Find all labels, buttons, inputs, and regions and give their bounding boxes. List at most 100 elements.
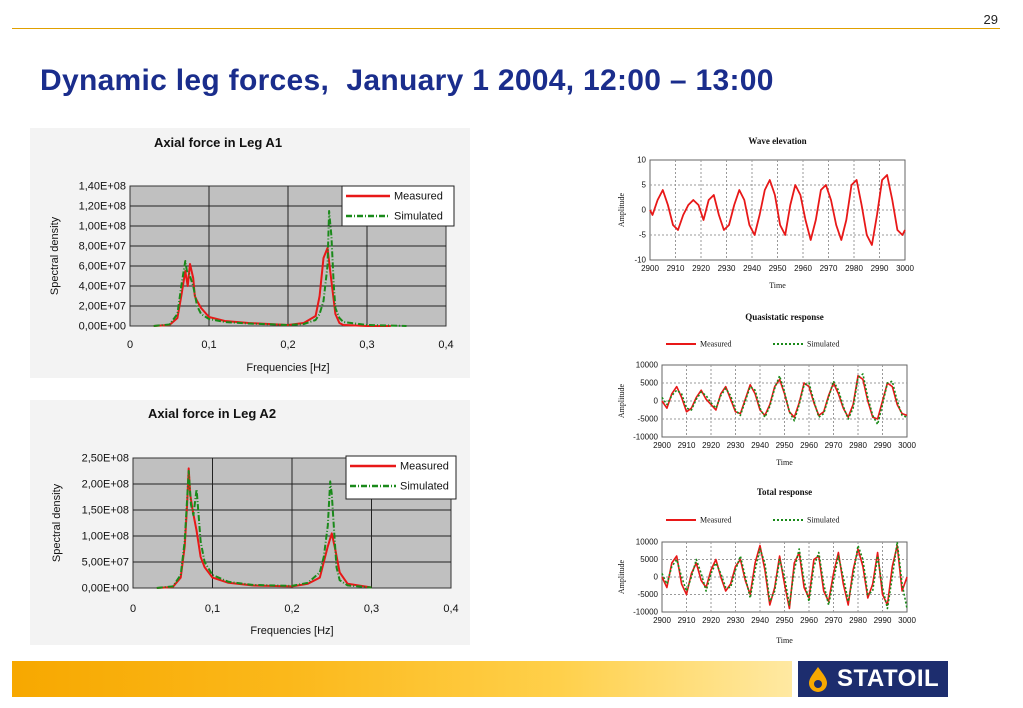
y-tick-label: 2,50E+08	[82, 453, 129, 465]
y-axis-label: Spectral density	[49, 216, 61, 295]
x-axis-label: Frequencies [Hz]	[246, 362, 329, 374]
wave-elevation-svg: Wave elevation -10 -5 0 5 10 2900 2910 2920 2930 2…	[617, 136, 914, 290]
y-tick-label: 0	[642, 206, 647, 215]
x-tick-label: 2990	[874, 441, 892, 450]
y-axis-label: Amplitude	[617, 559, 626, 594]
x-tick-label: 2920	[702, 441, 720, 450]
logo-text: STATOIL	[837, 665, 940, 692]
x-tick-label: 2900	[641, 264, 659, 273]
x-tick-label: 0,1	[201, 339, 216, 351]
total-response-svg: Total response -10000 -5000 0 5000 10000 2900 2…	[617, 487, 916, 645]
y-axis-label: Amplitude	[617, 192, 626, 227]
series-line-simulated	[661, 541, 908, 610]
footer-band	[12, 661, 792, 697]
y-tick-label: -5000	[638, 415, 659, 424]
y-tick-label: 5000	[640, 555, 658, 564]
y-tick-label: 0	[654, 573, 659, 582]
quasistatic-response-chart: Quasistatic response -10000 -5000 0 5000 1000…	[612, 308, 922, 473]
legend-label-simulated: Simulated	[807, 340, 839, 349]
chart-title: Axial force in Leg A1	[154, 135, 282, 150]
x-tick-label: 0	[130, 603, 136, 615]
x-tick-label: 2960	[794, 264, 812, 273]
y-tick-label: 1,40E+08	[79, 181, 126, 193]
x-tick-label: 2940	[743, 264, 761, 273]
series-line-simulated	[661, 373, 908, 426]
x-tick-label: 2930	[727, 616, 745, 625]
x-tick-label: 0	[127, 339, 133, 351]
page-number: 29	[983, 12, 998, 27]
x-axis-label: Frequencies [Hz]	[250, 625, 333, 637]
y-tick-label: -5000	[638, 590, 659, 599]
chart-title: Total response	[757, 487, 812, 497]
x-tick-label: 0,3	[364, 603, 379, 615]
x-tick-label: 2980	[849, 616, 867, 625]
x-tick-label: 3000	[896, 264, 914, 273]
x-tick-label: 2900	[653, 441, 671, 450]
legend-box	[345, 455, 457, 500]
x-tick-label: 2960	[800, 616, 818, 625]
x-tick-label: 2980	[845, 264, 863, 273]
y-tick-label: 2,00E+08	[82, 479, 129, 491]
y-tick-label: 0,00E+00	[82, 583, 129, 595]
x-tick-label: 2990	[874, 616, 892, 625]
y-tick-label: 6,00E+07	[79, 261, 126, 273]
x-tick-label: 2970	[825, 616, 843, 625]
x-tick-label: 2940	[751, 441, 769, 450]
y-tick-label: 1,00E+08	[79, 221, 126, 233]
legend-label-measured: Measured	[700, 340, 732, 349]
y-tick-label: -10	[634, 256, 646, 265]
x-tick-label: 2970	[825, 441, 843, 450]
quasistatic-response-svg: Quasistatic response -10000 -5000 0 5000 1000…	[617, 312, 916, 467]
x-axis-label: Time	[769, 281, 786, 290]
header-rule	[12, 28, 1000, 29]
legend-label-measured: Measured	[400, 461, 449, 473]
x-tick-label: 2930	[718, 264, 736, 273]
y-tick-label: 8,00E+07	[79, 241, 126, 253]
wave-elevation-chart: Wave elevation -10 -5 0 5 10 2900 2910 2920 2930 2…	[612, 130, 922, 295]
x-tick-label: 2950	[776, 616, 794, 625]
x-tick-label: 0,1	[205, 603, 220, 615]
x-tick-label: 2930	[727, 441, 745, 450]
x-tick-label: 2910	[678, 441, 696, 450]
series-line-measured	[649, 174, 906, 246]
series-line-simulated	[153, 210, 407, 327]
y-tick-label: 5	[642, 181, 647, 190]
y-tick-label: 0	[654, 397, 659, 406]
y-tick-label: 10	[637, 156, 646, 165]
y-tick-label: 10000	[636, 538, 659, 547]
y-tick-label: 1,20E+08	[79, 201, 126, 213]
y-tick-label: -10000	[633, 433, 658, 442]
x-tick-label: 0,4	[438, 339, 453, 351]
y-tick-label: 1,50E+08	[82, 505, 129, 517]
y-tick-label: 5,00E+07	[82, 557, 129, 569]
x-axis-label: Time	[776, 458, 793, 467]
legend-label-simulated: Simulated	[807, 516, 839, 525]
legend-label-measured: Measured	[394, 191, 443, 203]
legend-label-measured: Measured	[700, 516, 732, 525]
x-tick-label: 2990	[871, 264, 889, 273]
page-title: Dynamic leg forces, January 1 2004, 12:0…	[40, 64, 774, 97]
flame-icon	[809, 667, 827, 692]
axial-a2-chart: Axial force in Leg A2 0,00E+00 5,00E+07 1,0…	[30, 400, 470, 645]
y-tick-label: 10000	[636, 361, 659, 370]
x-tick-label: 2910	[667, 264, 685, 273]
series-line-simulated	[156, 470, 372, 589]
x-tick-label: 3000	[898, 441, 916, 450]
total-response-chart: Total response -10000 -5000 0 5000 10000 2900 2…	[612, 482, 922, 652]
x-tick-label: 2960	[800, 441, 818, 450]
x-tick-label: 2920	[692, 264, 710, 273]
x-tick-label: 0,2	[280, 339, 295, 351]
axial-a2-svg: Axial force in Leg A2 0,00E+00 5,00E+07 1,0…	[51, 406, 459, 637]
y-tick-label: 5000	[640, 379, 658, 388]
series-line-measured	[661, 544, 908, 610]
x-axis-label: Time	[776, 636, 793, 645]
legend-label-simulated: Simulated	[400, 481, 449, 493]
x-tick-label: 2950	[769, 264, 787, 273]
x-tick-label: 2950	[776, 441, 794, 450]
x-tick-label: 2910	[678, 616, 696, 625]
x-tick-label: 2900	[653, 616, 671, 625]
x-tick-label: 2920	[702, 616, 720, 625]
legend-box	[341, 185, 455, 227]
y-tick-label: 0,00E+00	[79, 321, 126, 333]
y-axis-label: Amplitude	[617, 383, 626, 418]
